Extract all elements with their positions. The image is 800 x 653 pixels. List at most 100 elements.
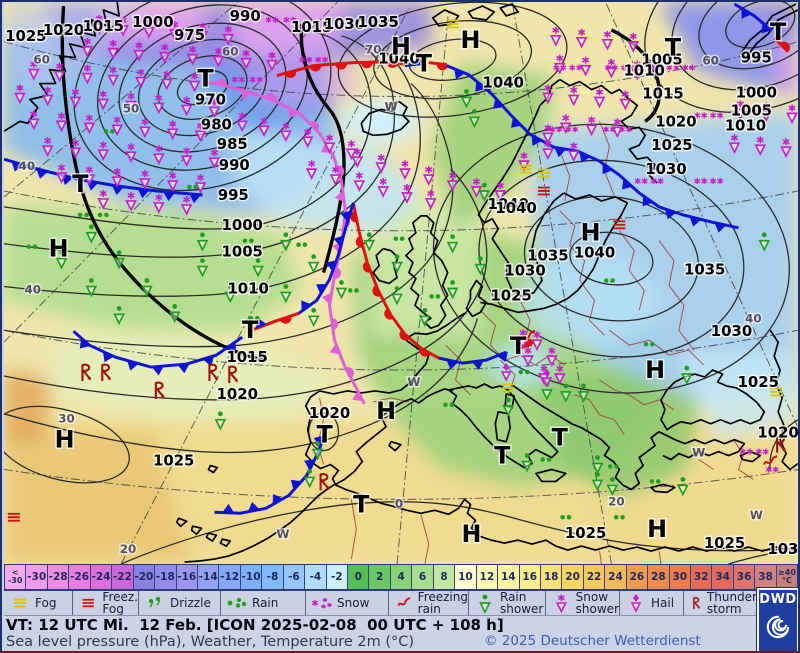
graticule-label: W [276,527,289,541]
pressure-label: 990 [230,7,261,25]
legend-item-label: Fog [35,596,57,610]
front-marker [102,351,114,363]
pressure-label: 1025 [565,524,606,542]
scale-cell: -16 [175,565,197,589]
front-marker [360,62,373,69]
front-marker [225,341,236,353]
low-center-label: T [770,18,787,46]
pressure-label: 1025 [738,373,779,391]
weather-symbol-legend: Fog Freez. Fog Drizzle Rain Snow Freezing rain R… [4,590,798,616]
scale-cell: 22 [582,565,605,589]
front-marker [316,284,327,295]
scale-cell: -8 [261,565,283,589]
front-marker [345,366,355,379]
front-marker [247,501,260,512]
scale-cell: -22 [111,565,133,589]
low-center-label: T [316,421,333,449]
warm-front-line [773,36,790,53]
legend-item-snow: Snow [306,591,389,615]
pressure-label: 1040 [487,195,528,213]
graticule-label: 40 [745,311,762,325]
scale-cell: 34 [711,565,733,589]
front-marker [761,22,772,34]
scale-cell: -20 [132,565,155,589]
front-marker [215,78,227,87]
graticule-label: 20 [608,494,625,508]
legend-item-label: Drizzle [170,596,211,610]
thunderstorm-icon [693,597,701,610]
high-center-label: H [462,520,482,548]
high-center-label: H [461,26,481,54]
front-marker [326,260,337,272]
front-marker [79,338,91,349]
front-marker [222,503,235,514]
cold-front-line [297,202,355,315]
front-marker [579,152,591,163]
legend-item-label: Freez. Fog [102,591,138,615]
fronts-layer [4,2,790,515]
front-marker [621,178,633,190]
pressure-label: 995 [218,186,249,204]
pressure-label: 1015 [226,348,267,366]
legend-item-hail: Hail [620,591,684,615]
front-marker [664,208,677,220]
pressure-label: 1000 [736,83,777,101]
low-center-label: T [197,65,214,93]
scale-cell: 4 [389,565,412,589]
front-marker [240,89,252,100]
scale-cell: 38 [754,565,776,589]
legend-item-label: Rain [252,596,279,610]
graticule-label: 0 [395,496,403,510]
graticule-label: 30 [58,412,75,426]
graticule-label: 70 [365,43,382,57]
scale-cell: -12 [218,565,240,589]
front-marker [163,191,176,201]
pressure-label: 1030 [767,540,798,558]
front-marker [384,308,393,320]
front-marker [779,41,790,52]
legend-item-rain-shower: Rain shower [469,591,546,615]
front-marker [350,210,358,223]
pressure-label: 1030 [711,322,752,340]
front-marker [309,120,320,132]
drizzle-icon [148,596,161,608]
low-center-label: T [353,490,370,518]
scale-cell: 28 [647,565,669,589]
front-marker [177,363,190,374]
front-marker [284,70,297,78]
pressure-label: 1020 [217,385,258,403]
warm-front-line [351,202,440,360]
legend-item-freezing-rain: Freezing rain [389,591,469,615]
snow-icon [311,597,333,610]
front-marker [475,81,486,92]
copyright-text: © 2025 Deutscher Wetterdienst [484,633,701,649]
graticule-label: 60 [702,54,719,68]
front-marker [412,55,425,65]
freez-fog-icon [81,598,95,608]
front-marker [642,195,653,207]
stationary-front-line [253,311,300,331]
high-center-label: H [645,356,665,384]
scale-cell: -4 [304,565,326,589]
parameter-line: Sea level pressure (hPa), Weather, Tempe… [6,634,415,650]
front-marker [111,185,124,195]
scale-cell: -24 [89,565,112,589]
front-marker [340,210,352,222]
legend-item-freez-fog: Freez. Fog [73,591,139,615]
front-marker [264,93,277,101]
front-marker [335,63,348,70]
front-marker [127,360,139,371]
scale-cell: -14 [196,565,219,589]
graticule-label: W [407,375,420,389]
scale-cell: -30 [25,565,47,589]
dwd-spiral-icon [766,615,790,639]
front-marker [255,318,267,329]
front-marker [288,107,300,119]
graticule [4,2,798,564]
front-marker [334,190,345,203]
pressure-label: 990 [219,156,250,174]
pressure-label: 1015 [291,18,332,36]
pressure-label: 1010 [623,62,664,80]
